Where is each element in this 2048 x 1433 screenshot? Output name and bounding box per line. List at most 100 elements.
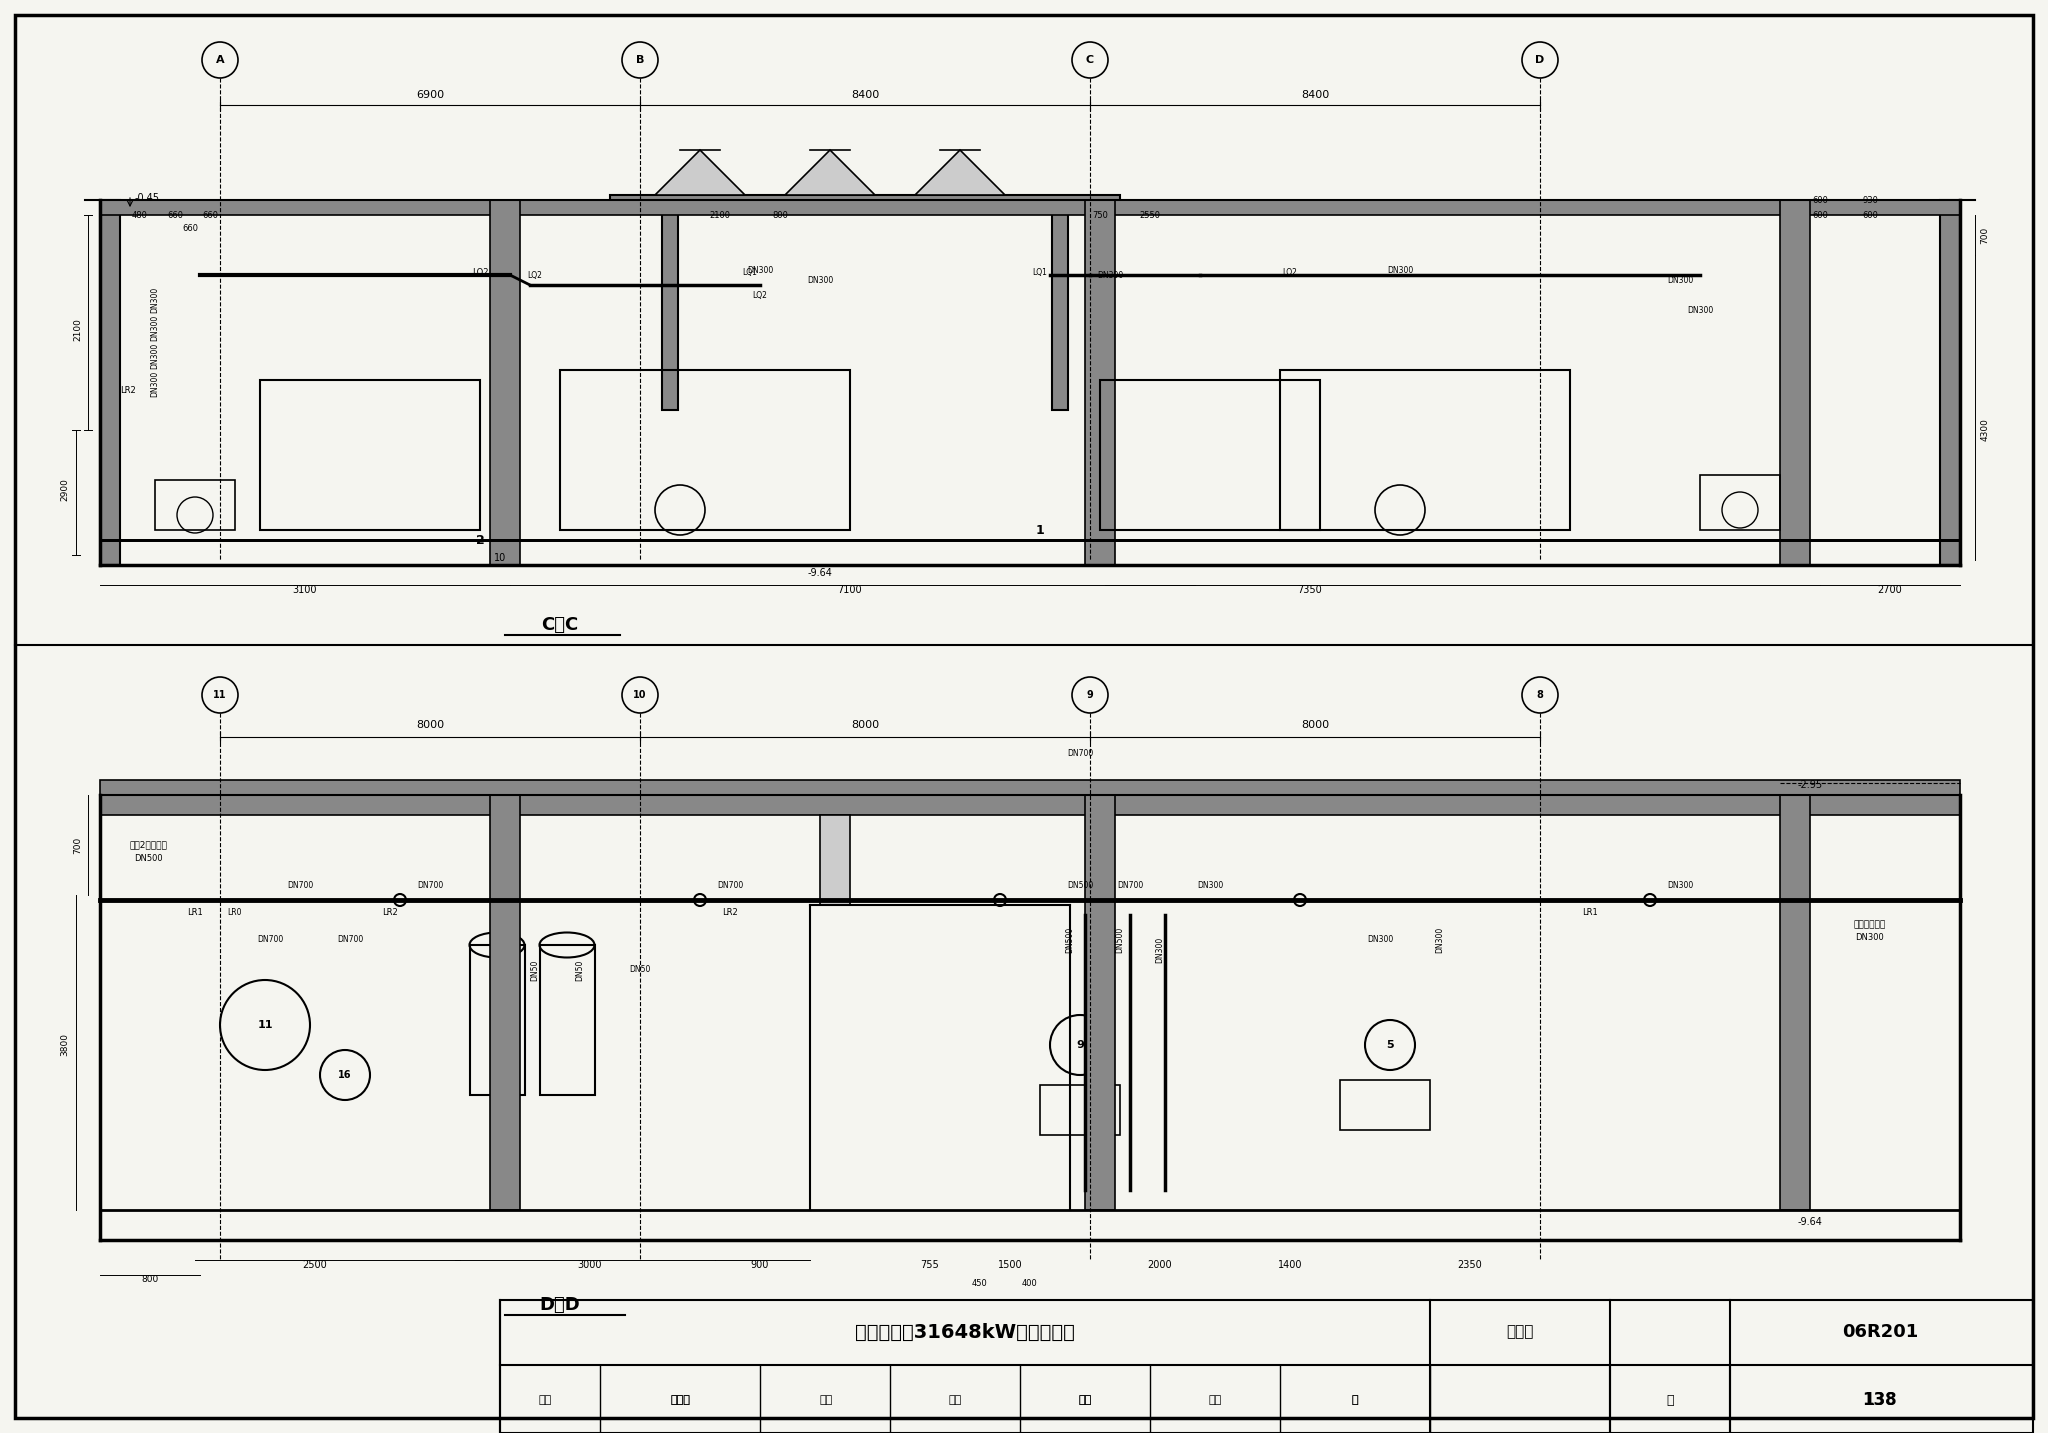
Text: 138: 138: [1864, 1391, 1896, 1409]
Text: 2: 2: [475, 533, 485, 546]
Text: LR2: LR2: [121, 385, 135, 394]
Text: 图集号: 图集号: [1507, 1324, 1534, 1340]
Text: -2.95: -2.95: [1798, 780, 1823, 790]
Text: LR2: LR2: [383, 907, 397, 917]
Text: DN300: DN300: [1155, 937, 1165, 963]
Bar: [469, 944, 524, 1095]
Text: DN300: DN300: [1386, 265, 1413, 275]
Text: LQ1: LQ1: [743, 268, 758, 277]
Text: 5: 5: [1386, 1040, 1395, 1050]
Text: 接至2楼办公楼: 接至2楼办公楼: [129, 841, 168, 850]
Text: DN300: DN300: [748, 265, 774, 275]
Text: LQ2: LQ2: [1282, 268, 1298, 277]
Text: DN700: DN700: [256, 936, 283, 944]
Polygon shape: [915, 150, 1006, 195]
Text: DN300: DN300: [150, 342, 160, 370]
Text: LQ2: LQ2: [752, 291, 768, 299]
Bar: [1085, 795, 1114, 1209]
Text: 480: 480: [131, 211, 147, 219]
Text: 600: 600: [1812, 211, 1829, 219]
Text: 700: 700: [74, 837, 82, 854]
Bar: [489, 201, 520, 565]
Bar: [1339, 1080, 1430, 1131]
Text: 800: 800: [141, 1275, 158, 1284]
Text: DN300: DN300: [1667, 275, 1694, 285]
Text: -9.64: -9.64: [1798, 1217, 1823, 1227]
Text: 11: 11: [213, 691, 227, 699]
Text: 3000: 3000: [578, 1260, 602, 1270]
Text: 4300: 4300: [1980, 418, 1989, 441]
Text: 8000: 8000: [416, 719, 444, 729]
Text: 10: 10: [494, 553, 506, 563]
Text: DN500: DN500: [1067, 880, 1094, 890]
Bar: [1085, 201, 1114, 565]
Text: 李著置: 李著置: [670, 1394, 690, 1404]
Text: 2550: 2550: [1139, 211, 1161, 219]
Text: -0.45: -0.45: [135, 193, 160, 203]
Text: DN700: DN700: [717, 880, 743, 890]
Text: 16: 16: [338, 1070, 352, 1080]
Text: 06R201: 06R201: [1841, 1323, 1919, 1341]
Bar: [100, 795, 1960, 815]
Bar: [1040, 1085, 1120, 1135]
Text: 8000: 8000: [1300, 719, 1329, 729]
Bar: [100, 201, 1960, 215]
Text: DN700: DN700: [418, 880, 442, 890]
Text: LR1: LR1: [1583, 907, 1597, 917]
Text: 审核: 审核: [539, 1394, 551, 1404]
Text: 450: 450: [973, 1278, 987, 1287]
Polygon shape: [784, 150, 874, 195]
Text: DN300: DN300: [1688, 305, 1712, 314]
Text: B: B: [635, 54, 645, 64]
Polygon shape: [655, 150, 745, 195]
Text: 总装机容量31648kW机房剖面图: 总装机容量31648kW机房剖面图: [856, 1323, 1075, 1341]
Bar: [819, 815, 850, 906]
Text: DN300: DN300: [1436, 927, 1444, 953]
Text: 2500: 2500: [303, 1260, 328, 1270]
Text: DN300: DN300: [1667, 880, 1694, 890]
Text: 10: 10: [633, 691, 647, 699]
Text: DN300: DN300: [1196, 880, 1223, 890]
Text: LR0: LR0: [227, 907, 242, 917]
Text: A: A: [215, 54, 225, 64]
Text: DN500: DN500: [1116, 927, 1124, 953]
Text: 8400: 8400: [850, 90, 879, 100]
Text: DN50: DN50: [575, 959, 584, 980]
Text: 校对: 校对: [819, 1394, 834, 1404]
Text: 9: 9: [1087, 691, 1094, 699]
Bar: [260, 380, 479, 530]
Bar: [100, 780, 1960, 795]
Text: 400: 400: [1022, 1278, 1038, 1287]
Bar: [1780, 201, 1810, 565]
Text: DN700: DN700: [1116, 880, 1143, 890]
Text: 700: 700: [1980, 226, 1989, 244]
Text: D: D: [1536, 54, 1544, 64]
Text: 11: 11: [258, 1020, 272, 1030]
Bar: [489, 795, 520, 1209]
Text: 600: 600: [1812, 195, 1829, 205]
Bar: [559, 370, 850, 530]
Text: 1500: 1500: [997, 1260, 1022, 1270]
Text: C－C: C－C: [541, 616, 580, 633]
Text: DN300: DN300: [150, 371, 160, 397]
Text: 8: 8: [1536, 691, 1544, 699]
Text: DN300: DN300: [150, 287, 160, 314]
Text: DN50: DN50: [629, 966, 651, 974]
Text: 2000: 2000: [1147, 1260, 1171, 1270]
Text: 660: 660: [182, 224, 199, 232]
Text: 7350: 7350: [1298, 585, 1323, 595]
Text: 6900: 6900: [416, 90, 444, 100]
Text: LR1: LR1: [186, 907, 203, 917]
Text: DN500: DN500: [133, 854, 162, 863]
Bar: [156, 480, 236, 530]
Text: 8000: 8000: [850, 719, 879, 729]
Text: 750: 750: [1092, 211, 1108, 219]
Bar: [1780, 795, 1810, 1209]
Text: DN700: DN700: [1067, 748, 1094, 758]
Text: DN50: DN50: [530, 959, 539, 980]
Text: 660: 660: [168, 211, 182, 219]
Text: 2350: 2350: [1458, 1260, 1483, 1270]
Text: LQ1: LQ1: [1032, 268, 1047, 277]
Text: 138: 138: [1864, 1391, 1896, 1409]
Bar: [1100, 380, 1321, 530]
